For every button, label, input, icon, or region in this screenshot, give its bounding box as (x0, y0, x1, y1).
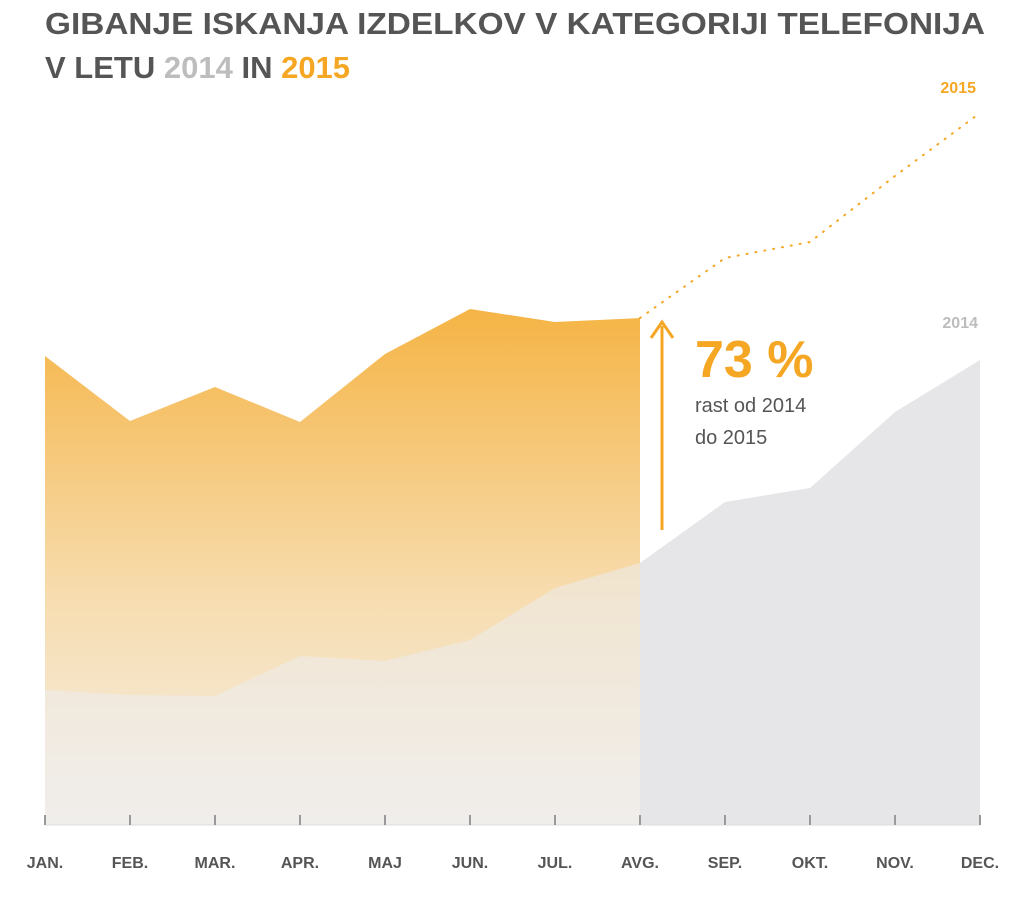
projection-2015 (639, 112, 981, 319)
chart-title: GIBANJE ISKANJA IZDELKOV V KATEGORIJI TE… (45, 6, 985, 41)
x-tick-label: APR. (281, 855, 319, 872)
x-tick-label: JUN. (452, 855, 488, 872)
chart-subtitle: V LETU 2014 IN 2015 (45, 50, 350, 85)
annotation-text: do 2015 (695, 427, 767, 449)
annotation-text: rast od 2014 (695, 395, 806, 417)
x-tick-label: OKT. (792, 855, 828, 872)
area-2014-overlay (45, 563, 640, 825)
title-part: 2015 (281, 50, 350, 85)
series-label: 2014 (942, 315, 978, 332)
arrow-head (649, 319, 675, 339)
x-tick-label: JUL. (538, 855, 573, 872)
x-tick-label: MAJ (368, 855, 402, 872)
x-tick-label: MAR. (195, 855, 236, 872)
plot: 2014 2015 JAN. FEB. MAR. APR. MAJ JUN. JUL. AVG. S… (27, 80, 999, 872)
title-part: V LETU (45, 50, 155, 85)
series-label: 2015 (940, 80, 976, 97)
x-tick-label: DEC. (961, 855, 999, 872)
title-part: IN (241, 50, 272, 85)
x-tick-label: SEP. (708, 855, 742, 872)
x-tick-label: NOV. (876, 855, 914, 872)
x-tick-label: AVG. (621, 855, 659, 872)
title-part: 2014 (164, 50, 234, 85)
x-tick-label: FEB. (112, 855, 148, 872)
x-tick-label: JAN. (27, 855, 63, 872)
annotation-value: 73 % (695, 331, 814, 389)
